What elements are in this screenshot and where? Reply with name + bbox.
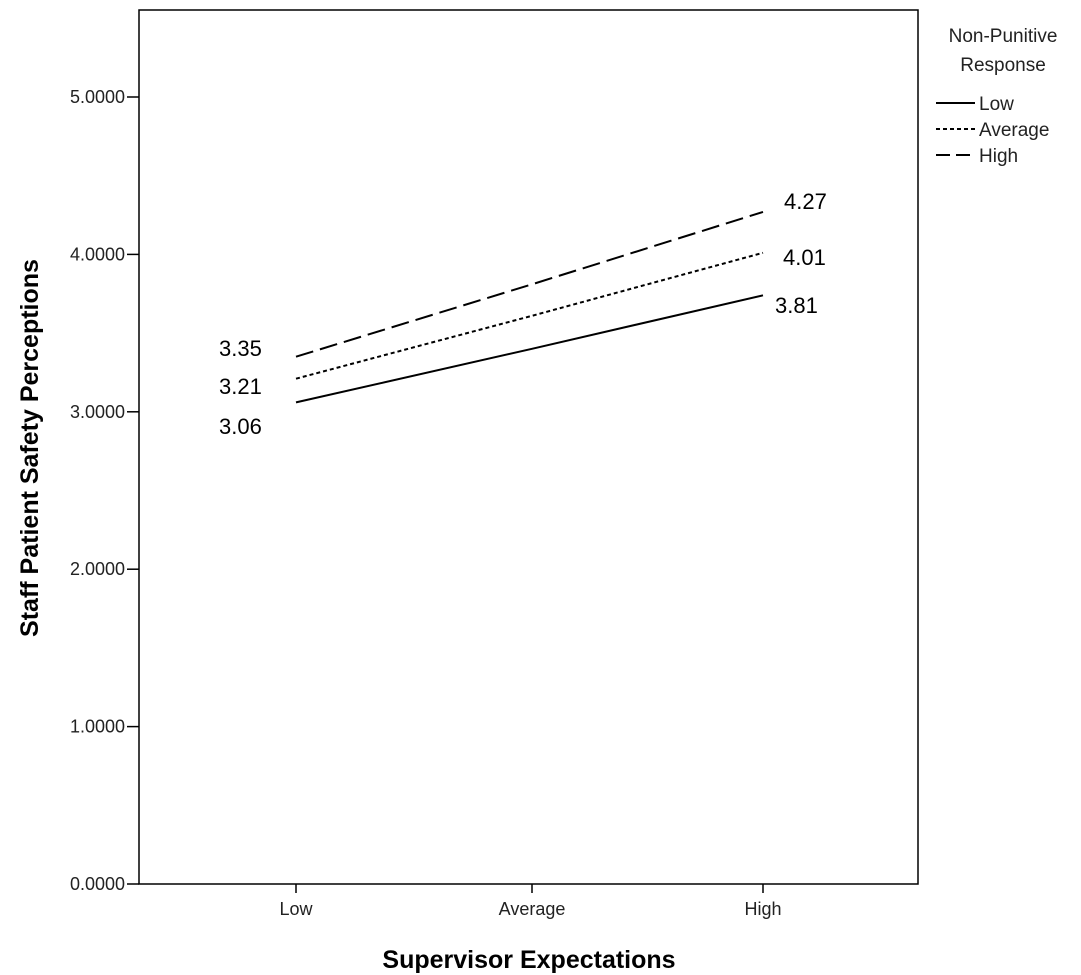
y-tick-label: 0.0000 (70, 874, 125, 894)
series-line-low (295, 294, 764, 404)
series-lines (295, 210, 764, 404)
y-tick-label: 4.0000 (70, 244, 125, 264)
x-tick-label: Low (279, 899, 313, 919)
y-tick-label: 1.0000 (70, 717, 125, 737)
x-axis: Low Average High (279, 884, 782, 919)
series-line-high (295, 210, 764, 358)
y-axis-title: Staff Patient Safety Perceptions (16, 259, 44, 637)
y-tick-label: 2.0000 (70, 559, 125, 579)
legend-items: Low Average High (936, 94, 1049, 167)
plot-area (138, 9, 919, 885)
y-tick-label: 5.0000 (70, 87, 125, 107)
y-tick-label: 3.0000 (70, 402, 125, 422)
data-label-high-high: 4.27 (784, 189, 827, 214)
legend-label-low: Low (979, 94, 1014, 115)
data-labels: 3.06 3.81 3.21 4.01 3.35 4.27 (219, 189, 827, 439)
legend: Non-Punitive Response Low Average High (936, 26, 1057, 167)
data-label-average-low: 3.21 (219, 374, 262, 399)
legend-title-line2: Response (960, 55, 1046, 76)
data-label-average-high: 4.01 (783, 245, 826, 270)
data-label-high-low: 3.35 (219, 336, 262, 361)
data-label-low-high: 3.81 (775, 293, 818, 318)
x-tick-label: Average (499, 899, 566, 919)
legend-title-line1: Non-Punitive (949, 26, 1058, 47)
legend-label-average: Average (979, 120, 1049, 141)
data-label-low-low: 3.06 (219, 414, 262, 439)
legend-label-high: High (979, 146, 1018, 167)
x-axis-title: Supervisor Expectations (382, 946, 675, 974)
y-axis: 0.0000 1.0000 2.0000 3.0000 4.0000 5.0000 (70, 87, 139, 894)
x-tick-label: High (744, 899, 781, 919)
